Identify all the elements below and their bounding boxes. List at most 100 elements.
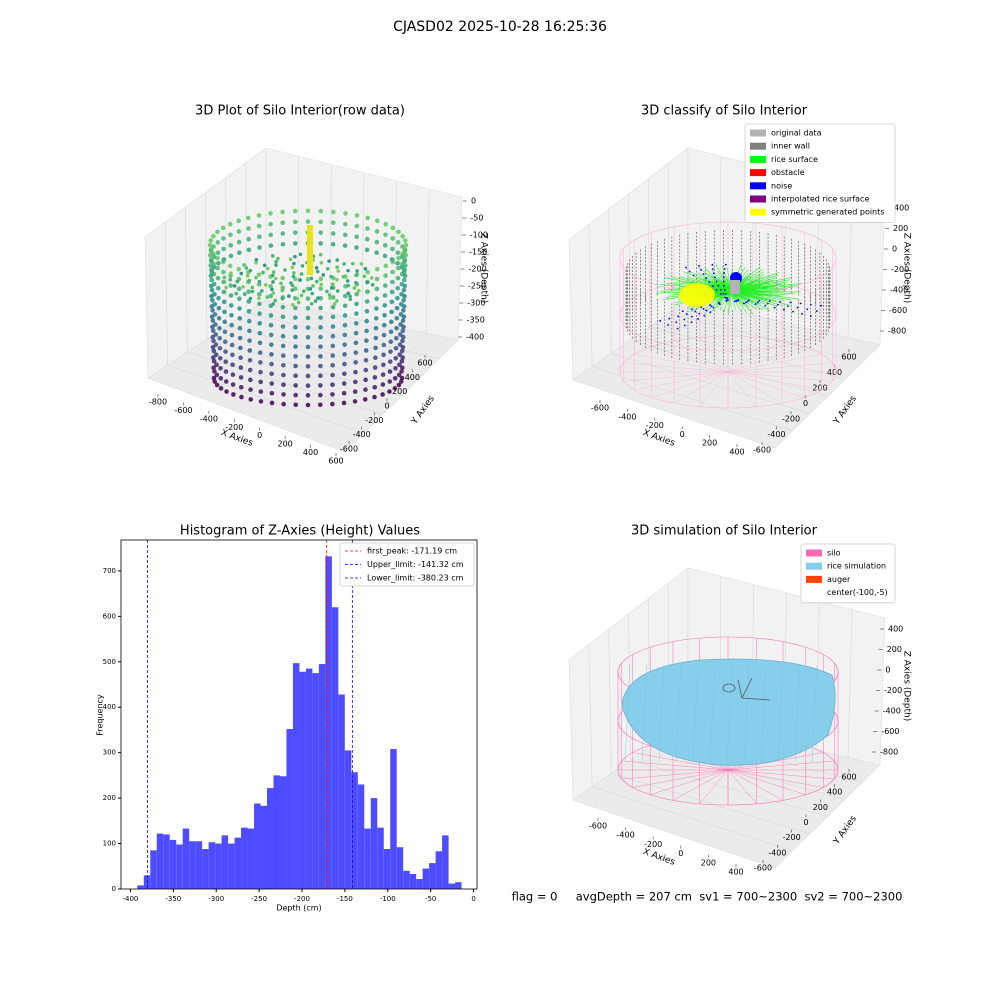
z-tick-label: -200	[884, 686, 902, 695]
point-cloud	[353, 321, 359, 326]
point-cloud	[321, 273, 326, 277]
point-cloud	[381, 342, 387, 348]
point-cloud	[374, 229, 380, 234]
point-cloud	[392, 376, 398, 381]
point-cloud	[342, 332, 348, 338]
point-cloud	[330, 295, 336, 300]
point-cloud	[228, 243, 234, 248]
point-cloud	[293, 402, 299, 408]
point-cloud	[238, 384, 244, 390]
noise	[677, 315, 680, 318]
point-cloud	[291, 274, 296, 279]
noise	[717, 284, 720, 287]
legend-swatch	[750, 155, 766, 163]
x-tick-label: 0	[257, 431, 262, 440]
pane-grid	[668, 313, 863, 363]
noise	[708, 281, 711, 284]
point-cloud	[211, 338, 216, 344]
z-tick-label: -200	[469, 265, 487, 274]
point-cloud	[257, 279, 262, 284]
y-tick-label: 600	[841, 773, 856, 782]
point-cloud	[374, 266, 380, 272]
point-cloud	[341, 400, 347, 406]
point-cloud	[246, 226, 251, 231]
histogram-bar	[325, 556, 332, 889]
point-cloud	[222, 319, 227, 325]
point-cloud	[387, 389, 392, 394]
point-cloud	[246, 318, 252, 324]
point-cloud	[400, 338, 405, 344]
z-tick-label: -600	[881, 727, 899, 736]
surface-mesh	[641, 664, 648, 763]
point-cloud	[402, 248, 408, 254]
noise	[815, 310, 818, 312]
point-cloud	[268, 232, 274, 238]
legend-label: center(-100,-5)	[827, 588, 888, 597]
silo-wire	[634, 371, 729, 391]
point-cloud	[307, 225, 313, 275]
point-cloud	[336, 269, 341, 273]
point-cloud	[330, 401, 335, 407]
point-cloud	[353, 340, 359, 346]
point-cloud	[257, 234, 262, 240]
legend-box	[339, 542, 475, 587]
pane-grid	[630, 339, 828, 397]
point-cloud	[237, 325, 243, 331]
point-cloud	[387, 359, 393, 364]
point-cloud	[395, 265, 401, 271]
point-cloud	[268, 211, 273, 216]
histogram-bar	[273, 775, 280, 889]
point-cloud	[280, 296, 285, 301]
point-cloud	[223, 359, 229, 364]
point-cloud	[402, 258, 407, 264]
histogram-bar	[286, 729, 293, 889]
point-cloud	[292, 271, 296, 275]
point-cloud	[223, 379, 229, 384]
point-cloud	[382, 322, 387, 328]
noise	[711, 263, 714, 266]
point-cloud	[208, 273, 214, 278]
noise	[743, 302, 745, 305]
point-cloud	[300, 264, 305, 268]
histogram-bar	[292, 663, 300, 889]
point-cloud	[227, 263, 233, 269]
y-axis-label: Frequency	[96, 694, 105, 736]
point-cloud	[254, 275, 258, 280]
point-cloud	[254, 260, 258, 265]
point-cloud	[364, 308, 370, 314]
point-cloud	[318, 252, 323, 257]
point-cloud	[400, 345, 406, 350]
point-cloud	[364, 328, 369, 334]
point-cloud	[280, 220, 286, 226]
silo-wire	[621, 760, 729, 771]
point-cloud	[342, 243, 348, 248]
point-cloud	[211, 348, 217, 354]
point-cloud	[330, 333, 336, 339]
point-cloud	[228, 253, 234, 259]
point-cloud	[403, 263, 408, 268]
point-cloud	[318, 373, 323, 379]
point-cloud	[280, 333, 286, 339]
point-cloud	[208, 238, 214, 243]
point-cloud	[210, 324, 215, 330]
point-cloud	[318, 392, 323, 398]
point-cloud	[216, 305, 222, 311]
point-cloud	[370, 282, 375, 287]
point-cloud	[270, 254, 275, 258]
figure-title: CJASD02 2025-10-28 16:25:36	[393, 19, 607, 35]
point-cloud	[366, 289, 371, 294]
point-cloud	[311, 284, 315, 288]
noise	[702, 308, 705, 310]
point-cloud	[224, 285, 228, 290]
y-tick-label: 600	[841, 353, 856, 362]
point-cloud	[330, 343, 336, 349]
noise	[675, 321, 678, 324]
point-cloud	[397, 342, 403, 347]
pane-grid	[847, 609, 853, 758]
noise	[723, 267, 726, 270]
silo-wire	[673, 340, 729, 373]
legend-swatch	[750, 182, 766, 190]
noise	[768, 300, 771, 303]
point-cloud	[401, 314, 407, 319]
